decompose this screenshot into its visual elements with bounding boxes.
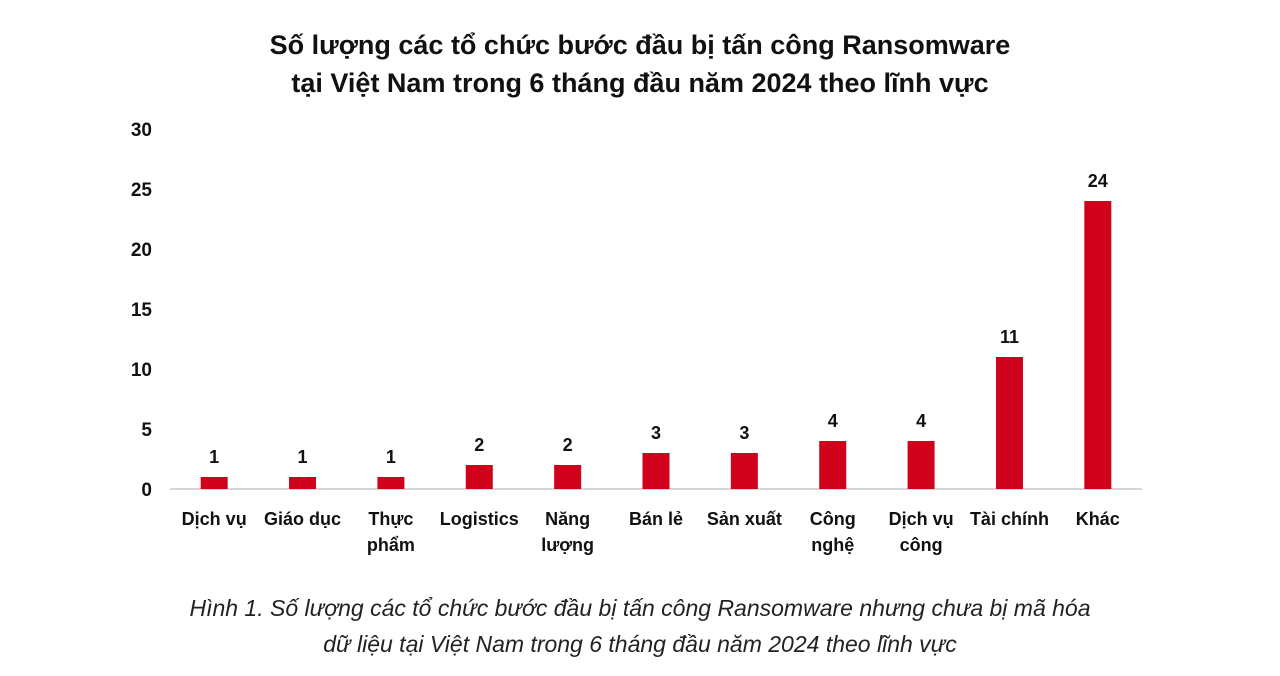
category-label-3-line-0: Logistics	[440, 509, 519, 529]
category-label-0: Dịch vụ	[182, 509, 247, 529]
chart-title: Số lượng các tổ chức bước đầu bị tấn côn…	[0, 26, 1280, 102]
figure-caption: Hình 1. Số lượng các tổ chức bước đầu bị…	[0, 590, 1280, 662]
y-tick-label-15: 15	[131, 300, 153, 321]
data-label-3: 2	[474, 435, 484, 455]
bar-10	[1084, 201, 1112, 489]
data-label-6: 3	[739, 423, 749, 443]
x-axis-tick-labels: Dịch vụ Giáo dục Thực phẩm Logistics Năng lượn…	[182, 509, 1120, 555]
bar-4	[554, 465, 582, 489]
data-label-7: 4	[828, 411, 838, 431]
category-label-10: Khác	[1076, 509, 1120, 529]
caption-line-2: dữ liệu tại Việt Nam trong 6 tháng đầu n…	[323, 631, 957, 657]
category-label-6: Sản xuất	[707, 509, 782, 529]
category-label-1-line-0: Giáo dục	[264, 509, 341, 529]
y-tick-label-25: 25	[131, 180, 153, 201]
category-label-5-line-0: Bán lẻ	[629, 509, 683, 529]
y-tick-label-30: 30	[131, 120, 152, 141]
category-label-10-line-0: Khác	[1076, 509, 1120, 529]
category-label-7-line-1: nghệ	[811, 535, 854, 555]
category-label-2-line-0: Thực	[368, 509, 413, 529]
category-label-1: Giáo dục	[264, 509, 341, 529]
category-label-4-line-0: Năng	[545, 509, 590, 529]
bar-7	[819, 441, 847, 489]
category-label-8-line-0: Dịch vụ	[889, 509, 954, 529]
category-label-3: Logistics	[440, 509, 519, 529]
caption-line-1: Hình 1. Số lượng các tổ chức bước đầu bị…	[189, 595, 1091, 621]
category-label-0-line-0: Dịch vụ	[182, 509, 247, 529]
data-label-10: 24	[1088, 171, 1108, 191]
category-label-4: Năng lượng	[541, 509, 594, 555]
data-label-0: 1	[209, 447, 219, 467]
category-label-8-line-1: công	[900, 535, 943, 555]
data-label-8: 4	[916, 411, 926, 431]
y-tick-label-10: 10	[131, 360, 152, 381]
category-label-2-line-1: phẩm	[367, 535, 415, 555]
bar-0	[200, 477, 228, 489]
category-label-2: Thực phẩm	[367, 509, 415, 555]
chart-title-line-1: Số lượng các tổ chức bước đầu bị tấn côn…	[269, 30, 1011, 60]
data-label-1: 1	[298, 447, 308, 467]
data-label-2: 1	[386, 447, 396, 467]
bar-3	[465, 465, 493, 489]
data-label-4: 2	[563, 435, 573, 455]
bar-2	[377, 477, 405, 489]
bar-8	[907, 441, 935, 489]
bar-9	[995, 357, 1023, 489]
bar-5	[642, 453, 670, 489]
category-label-5: Bán lẻ	[629, 509, 683, 529]
data-label-5: 3	[651, 423, 661, 443]
category-label-9: Tài chính	[970, 509, 1049, 529]
y-tick-label-0: 0	[141, 480, 152, 501]
category-label-4-line-1: lượng	[541, 535, 594, 555]
category-label-6-line-0: Sản xuất	[707, 509, 782, 529]
y-axis-tick-labels: 0 5 10 15 20 25 30	[131, 120, 153, 501]
bar-1	[289, 477, 317, 489]
bars	[200, 201, 1112, 489]
bar-6	[730, 453, 758, 489]
data-label-9: 11	[1000, 327, 1019, 347]
category-label-8: Dịch vụ công	[889, 509, 954, 555]
category-label-7: Công nghệ	[810, 509, 856, 555]
y-tick-label-5: 5	[141, 420, 152, 441]
category-label-9-line-0: Tài chính	[970, 509, 1049, 529]
chart-title-line-2: tại Việt Nam trong 6 tháng đầu năm 2024 …	[291, 68, 989, 98]
category-label-7-line-0: Công	[810, 509, 856, 529]
y-tick-label-20: 20	[131, 240, 152, 261]
